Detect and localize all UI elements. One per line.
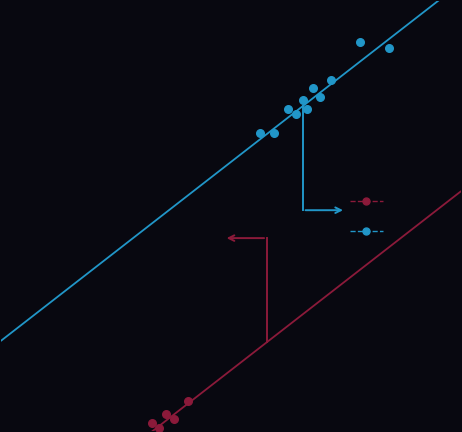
Point (270, 129, 278, 136)
Point (184, 398, 192, 405)
Point (148, 419, 156, 426)
Point (316, 94, 324, 101)
Point (299, 96, 306, 103)
Point (285, 105, 292, 112)
Point (156, 425, 163, 432)
Point (256, 130, 263, 137)
Point (170, 416, 177, 422)
Point (328, 76, 335, 83)
Point (304, 106, 311, 113)
Point (163, 410, 170, 417)
Point (292, 111, 299, 118)
Point (357, 39, 364, 46)
Point (309, 84, 316, 91)
Point (385, 44, 393, 51)
